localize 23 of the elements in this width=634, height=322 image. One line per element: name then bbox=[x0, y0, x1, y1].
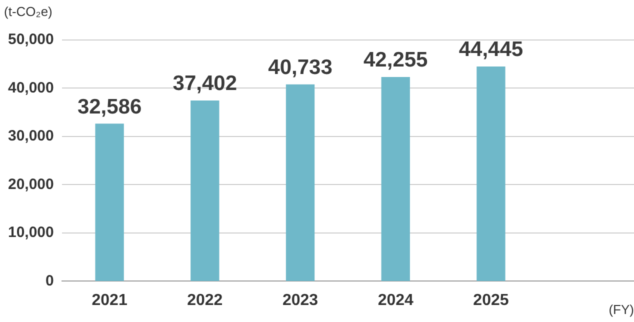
x-tick-label: 2023 bbox=[282, 292, 318, 310]
data-label: 42,255 bbox=[364, 48, 428, 72]
y-tick-label: 10,000 bbox=[8, 224, 54, 242]
x-tick-label: 2021 bbox=[92, 292, 128, 310]
y-tick-label: 20,000 bbox=[8, 176, 54, 193]
x-tick-label: 2025 bbox=[473, 292, 509, 310]
x-axis-title: (FY) bbox=[608, 302, 634, 317]
bar bbox=[190, 100, 220, 282]
y-tick-label: 50,000 bbox=[8, 31, 54, 48]
bar bbox=[95, 124, 124, 282]
x-tick-label: 2022 bbox=[187, 292, 223, 310]
y-tick-label: 0 bbox=[46, 272, 54, 290]
bar bbox=[286, 84, 315, 282]
y-tick-label: 40,000 bbox=[8, 79, 54, 96]
data-label: 44,445 bbox=[458, 38, 524, 62]
bar bbox=[381, 77, 410, 282]
data-label: 40,733 bbox=[268, 56, 332, 79]
bar bbox=[476, 66, 506, 282]
x-tick-label: 2024 bbox=[378, 292, 414, 310]
y-axis-title: (t-CO₂e) bbox=[4, 4, 52, 19]
y-tick-label: 30,000 bbox=[8, 128, 54, 145]
data-label: 37,402 bbox=[172, 72, 238, 96]
data-label: 32,586 bbox=[77, 95, 142, 118]
